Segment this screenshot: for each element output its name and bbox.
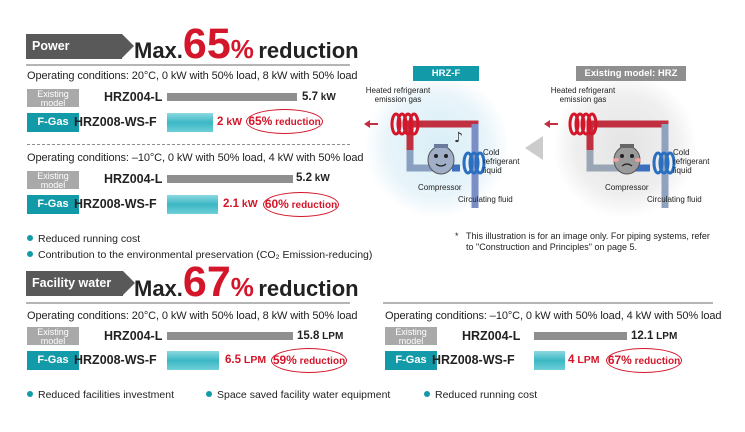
water-rule-right bbox=[383, 302, 713, 304]
power-headline: Max.65% reduction bbox=[134, 23, 359, 66]
power-case1-fgas-bar bbox=[167, 113, 213, 132]
coil-cold-icon bbox=[652, 151, 676, 175]
water-case2-existing-bar bbox=[534, 332, 627, 340]
water-case1-existing-value: 15.8 LPM bbox=[297, 330, 344, 342]
power-case1-fgas-value: 2 kW bbox=[217, 116, 243, 128]
power-case1-conditions: Operating conditions: 20°C, 0 kW with 50… bbox=[27, 70, 358, 82]
water-bullet-2: Space saved facility water equipment bbox=[206, 389, 390, 401]
power-case2-fgas-bar bbox=[167, 195, 218, 214]
fgas-tag: F-Gas bbox=[27, 351, 79, 370]
bullet-dot-icon bbox=[424, 391, 430, 397]
compressor-label: Compressor bbox=[605, 183, 649, 192]
fgas-model-name: HRZ008-WS-F bbox=[74, 115, 157, 129]
reduction-label: reduction bbox=[258, 276, 359, 301]
hrzf-label: HRZ-F bbox=[413, 66, 479, 81]
bullet-dot-icon bbox=[27, 251, 33, 257]
fgas-model-name: HRZ008-WS-F bbox=[432, 353, 515, 367]
fgas-model-name: HRZ008-WS-F bbox=[74, 353, 157, 367]
compressor-stressed-icon bbox=[613, 144, 641, 175]
fgas-tag: F-Gas bbox=[27, 195, 79, 214]
facility-water-tab: Facility water bbox=[26, 271, 135, 296]
fgas-tag: F-Gas bbox=[27, 113, 79, 132]
divider bbox=[27, 144, 350, 145]
power-case2-conditions: Operating conditions: –10°C, 0 kW with 5… bbox=[27, 152, 364, 164]
water-case2-reduction-badge: 67% reduction bbox=[606, 348, 682, 373]
music-note-icon: ♪ bbox=[454, 130, 463, 146]
power-case1-existing-bar bbox=[167, 93, 297, 101]
water-case2-fgas-bar bbox=[534, 351, 565, 370]
circulating-fluid-label: Circulating fluid bbox=[647, 195, 702, 204]
max-label: Max. bbox=[134, 276, 183, 301]
bullet-dot-icon bbox=[27, 391, 33, 397]
water-bullet-3: Reduced running cost bbox=[424, 389, 537, 401]
water-headline: Max.67% reduction bbox=[134, 261, 359, 304]
power-case1-reduction-badge: 65% reduction bbox=[246, 109, 323, 134]
coil-cold-icon bbox=[462, 151, 486, 175]
existing-model-label: Existing model: HRZ bbox=[576, 66, 686, 81]
water-case1-existing-bar bbox=[167, 332, 293, 340]
power-case2-fgas-value: 2.1 kW bbox=[223, 198, 258, 210]
up-arrow-icon bbox=[662, 199, 668, 206]
water-case1-fgas-value: 6.5 LPM bbox=[225, 354, 267, 366]
max-label: Max. bbox=[134, 38, 183, 63]
circulating-fluid-label: Circulating fluid bbox=[458, 195, 513, 204]
compare-arrow-icon bbox=[525, 136, 543, 160]
existing-model-name: HRZ004-L bbox=[104, 329, 163, 343]
percent-sign: % bbox=[230, 272, 254, 302]
power-case1-existing-value: 5.7 kW bbox=[302, 91, 336, 103]
existing-model-tag: Existing model bbox=[27, 171, 79, 189]
existing-model-tag: Existing model bbox=[27, 327, 79, 345]
bullet-dot-icon bbox=[27, 235, 33, 241]
water-case1-reduction-badge: 59% reduction bbox=[271, 348, 347, 373]
refrigerant-cycle-illustration: ♪ bbox=[364, 74, 697, 218]
power-rule bbox=[26, 64, 350, 66]
water-case2-existing-value: 12.1 LPM bbox=[631, 330, 678, 342]
cold-liquid-label: Cold refrigerant liquid bbox=[483, 148, 520, 175]
water-case2-fgas-value: 4 LPM bbox=[568, 354, 600, 366]
power-case2-existing-value: 5.2 kW bbox=[296, 172, 330, 184]
water-case2-conditions: Operating conditions: –10°C, 0 kW with 5… bbox=[385, 310, 722, 322]
water-bullet-1: Reduced facilities investment bbox=[27, 389, 174, 401]
up-arrow-icon bbox=[472, 199, 478, 206]
reduction-label: reduction bbox=[258, 38, 359, 63]
percent-sign: % bbox=[230, 34, 254, 64]
heated-gas-label: Heated refrigerant emission gas bbox=[365, 86, 431, 104]
power-consumption-tab: Power consumption bbox=[26, 34, 134, 78]
heated-gas-label: Heated refrigerant emission gas bbox=[550, 86, 616, 104]
illustration-note: This illustration is for an image only. … bbox=[466, 231, 710, 252]
existing-model-tag: Existing model bbox=[27, 89, 79, 107]
power-bullet-2: Contribution to the environmental preser… bbox=[27, 249, 372, 261]
existing-model-name: HRZ004-L bbox=[462, 329, 521, 343]
power-max-number: 65 bbox=[182, 20, 231, 68]
existing-model-name: HRZ004-L bbox=[104, 172, 163, 186]
bullet-dot-icon bbox=[206, 391, 212, 397]
fgas-tag: F-Gas bbox=[385, 351, 437, 370]
water-max-number: 67 bbox=[182, 258, 231, 306]
coil-icon bbox=[390, 112, 420, 136]
water-rule bbox=[26, 302, 350, 304]
cold-liquid-label: Cold refrigerant liquid bbox=[673, 148, 710, 175]
existing-model-tag: Existing model bbox=[385, 327, 437, 345]
power-bullet-1: Reduced running cost bbox=[27, 233, 140, 245]
water-case1-conditions: Operating conditions: 20°C, 0 kW with 50… bbox=[27, 310, 358, 322]
water-case1-fgas-bar bbox=[167, 351, 219, 370]
compressor-icon bbox=[427, 144, 455, 175]
fgas-model-name: HRZ008-WS-F bbox=[74, 197, 157, 211]
coil-icon bbox=[568, 112, 598, 136]
power-case2-existing-bar bbox=[167, 175, 293, 183]
compressor-label: Compressor bbox=[418, 183, 462, 192]
note-asterisk: * bbox=[455, 231, 459, 241]
existing-model-name: HRZ004-L bbox=[104, 90, 163, 104]
power-case2-reduction-badge: 60% reduction bbox=[263, 192, 339, 217]
